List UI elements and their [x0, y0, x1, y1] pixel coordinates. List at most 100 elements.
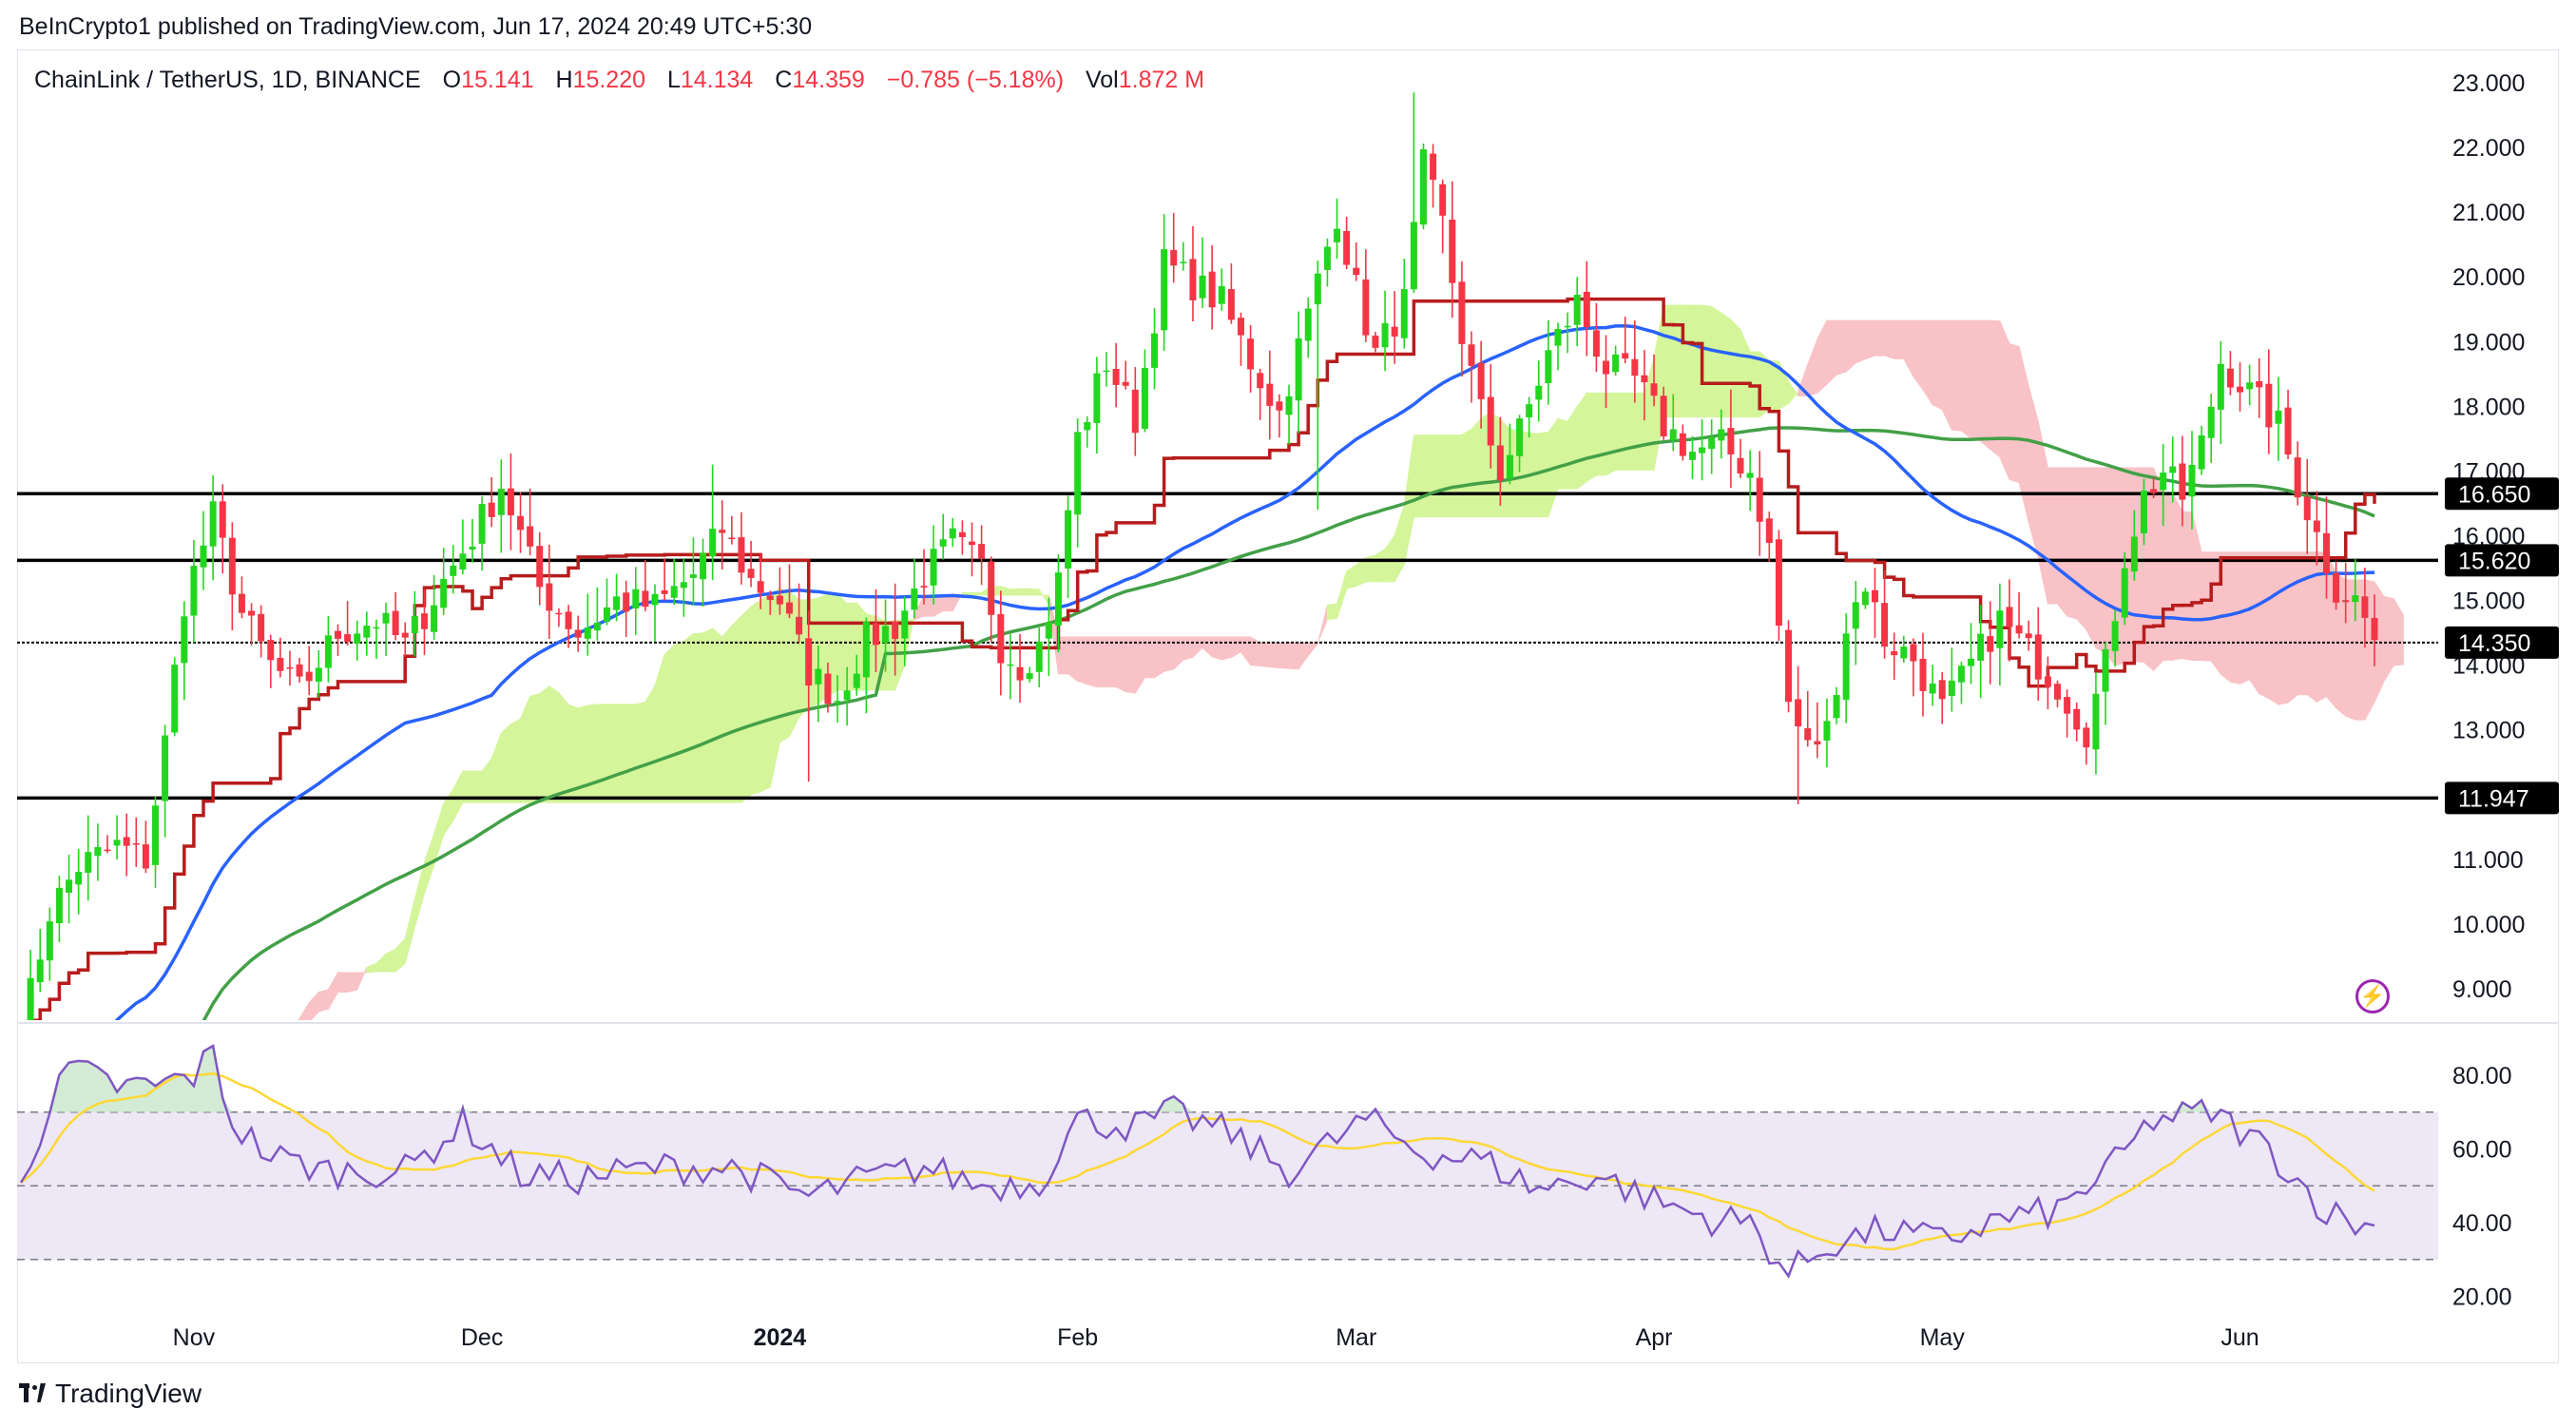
symbol-name[interactable]: ChainLink / TetherUS, 1D, BINANCE — [34, 67, 421, 93]
candle-body[interactable] — [1775, 539, 1782, 626]
candle-body[interactable] — [1737, 457, 1744, 474]
candle-body[interactable] — [1285, 396, 1293, 415]
candle-body[interactable] — [872, 623, 879, 646]
candle-body[interactable] — [517, 515, 525, 531]
candle-body[interactable] — [546, 583, 553, 611]
candle-body[interactable] — [1084, 421, 1091, 431]
candle-body[interactable] — [1458, 281, 1466, 344]
candle-body[interactable] — [1631, 358, 1639, 376]
candle-body[interactable] — [747, 569, 755, 578]
candle-body[interactable] — [949, 528, 956, 539]
candle-body[interactable] — [238, 593, 245, 613]
candle-body[interactable] — [1112, 369, 1120, 385]
candle-body[interactable] — [1746, 473, 1754, 478]
candle-body[interactable] — [478, 504, 486, 544]
candle-body[interactable] — [2179, 463, 2186, 500]
candle-body[interactable] — [113, 839, 121, 846]
candle-body[interactable] — [2333, 572, 2340, 603]
candle-body[interactable] — [315, 667, 322, 682]
candle-body[interactable] — [2207, 406, 2215, 438]
candle-body[interactable] — [2025, 633, 2032, 639]
candle-body[interactable] — [536, 546, 544, 588]
candle-body[interactable] — [2073, 708, 2081, 730]
candle-body[interactable] — [574, 629, 582, 638]
candle-body[interactable] — [190, 566, 198, 616]
candle-body[interactable] — [700, 552, 707, 580]
candle-body[interactable] — [527, 526, 534, 547]
candle-body[interactable] — [2006, 607, 2013, 627]
candle-body[interactable] — [2015, 625, 2023, 634]
candle-body[interactable] — [382, 612, 390, 624]
candle-body[interactable] — [1852, 602, 1859, 629]
candle-body[interactable] — [1199, 275, 1206, 299]
candle-body[interactable] — [2322, 532, 2330, 574]
candle-body[interactable] — [36, 959, 44, 983]
candle-body[interactable] — [1814, 741, 1821, 745]
candle-body[interactable] — [796, 616, 803, 635]
candle-body[interactable] — [2313, 520, 2320, 532]
candle-body[interactable] — [1035, 641, 1043, 672]
candle-body[interactable] — [1477, 362, 1485, 399]
candle-body[interactable] — [680, 582, 687, 589]
candle-body[interactable] — [104, 849, 111, 852]
candle-body[interactable] — [2044, 676, 2051, 687]
candle-body[interactable] — [277, 657, 284, 671]
candle-body[interactable] — [670, 586, 678, 598]
candle-body[interactable] — [1948, 680, 1955, 697]
candle-body[interactable] — [2303, 496, 2311, 521]
candle-body[interactable] — [1688, 452, 1696, 460]
candle-body[interactable] — [1189, 259, 1197, 300]
candle-body[interactable] — [450, 565, 457, 576]
candle-body[interactable] — [1304, 308, 1312, 341]
candle-body[interactable] — [1045, 623, 1052, 639]
candle-body[interactable] — [1650, 383, 1658, 396]
candle-body[interactable] — [1718, 429, 1725, 441]
candle-body[interactable] — [1208, 271, 1216, 308]
candle-body[interactable] — [2053, 684, 2061, 700]
candle-body[interactable] — [2130, 536, 2138, 572]
candle-body[interactable] — [1641, 375, 1648, 383]
candle-body[interactable] — [46, 921, 53, 961]
candle-body[interactable] — [920, 586, 928, 588]
candle-body[interactable] — [1400, 289, 1408, 338]
candle-body[interactable] — [94, 846, 102, 857]
candle-body[interactable] — [2294, 457, 2301, 498]
candle-body[interactable] — [1449, 220, 1456, 283]
candle-body[interactable] — [901, 610, 909, 639]
candle-body[interactable] — [1276, 401, 1283, 411]
candle-body[interactable] — [824, 673, 832, 704]
candle-body[interactable] — [911, 589, 918, 610]
candle-body[interactable] — [584, 627, 591, 639]
candle-body[interactable] — [843, 690, 851, 701]
candle-body[interactable] — [862, 621, 870, 678]
candle-body[interactable] — [1103, 370, 1110, 373]
candle-body[interactable] — [1372, 336, 1379, 348]
candle-body[interactable] — [1785, 629, 1793, 703]
candle-body[interactable] — [219, 501, 226, 538]
candle-body[interactable] — [882, 626, 890, 644]
candle-body[interactable] — [286, 666, 294, 669]
candle-body[interactable] — [1708, 437, 1716, 450]
candle-body[interactable] — [1679, 433, 1686, 456]
candle-body[interactable] — [834, 701, 841, 703]
candle-body[interactable] — [2140, 491, 2147, 533]
candle-body[interactable] — [507, 488, 514, 516]
candle-body[interactable] — [1727, 428, 1735, 454]
candle-body[interactable] — [565, 611, 572, 629]
candle-body[interactable] — [1881, 603, 1889, 647]
candle-body[interactable] — [1968, 658, 1975, 666]
candle-body[interactable] — [324, 635, 332, 668]
tradingview-brand[interactable]: TradingView — [19, 1379, 202, 1409]
candle-body[interactable] — [1334, 228, 1341, 242]
candle-body[interactable] — [1266, 383, 1274, 406]
candle-body[interactable] — [123, 837, 130, 846]
candle-body[interactable] — [1756, 477, 1763, 522]
candle-body[interactable] — [728, 537, 736, 540]
candle-body[interactable] — [2237, 386, 2244, 393]
candle-body[interactable] — [162, 735, 169, 801]
candle-body[interactable] — [2121, 568, 2128, 618]
candle-body[interactable] — [392, 610, 399, 636]
candle-body[interactable] — [2361, 596, 2369, 618]
candle-body[interactable] — [1237, 318, 1244, 336]
candle-body[interactable] — [1765, 518, 1773, 544]
